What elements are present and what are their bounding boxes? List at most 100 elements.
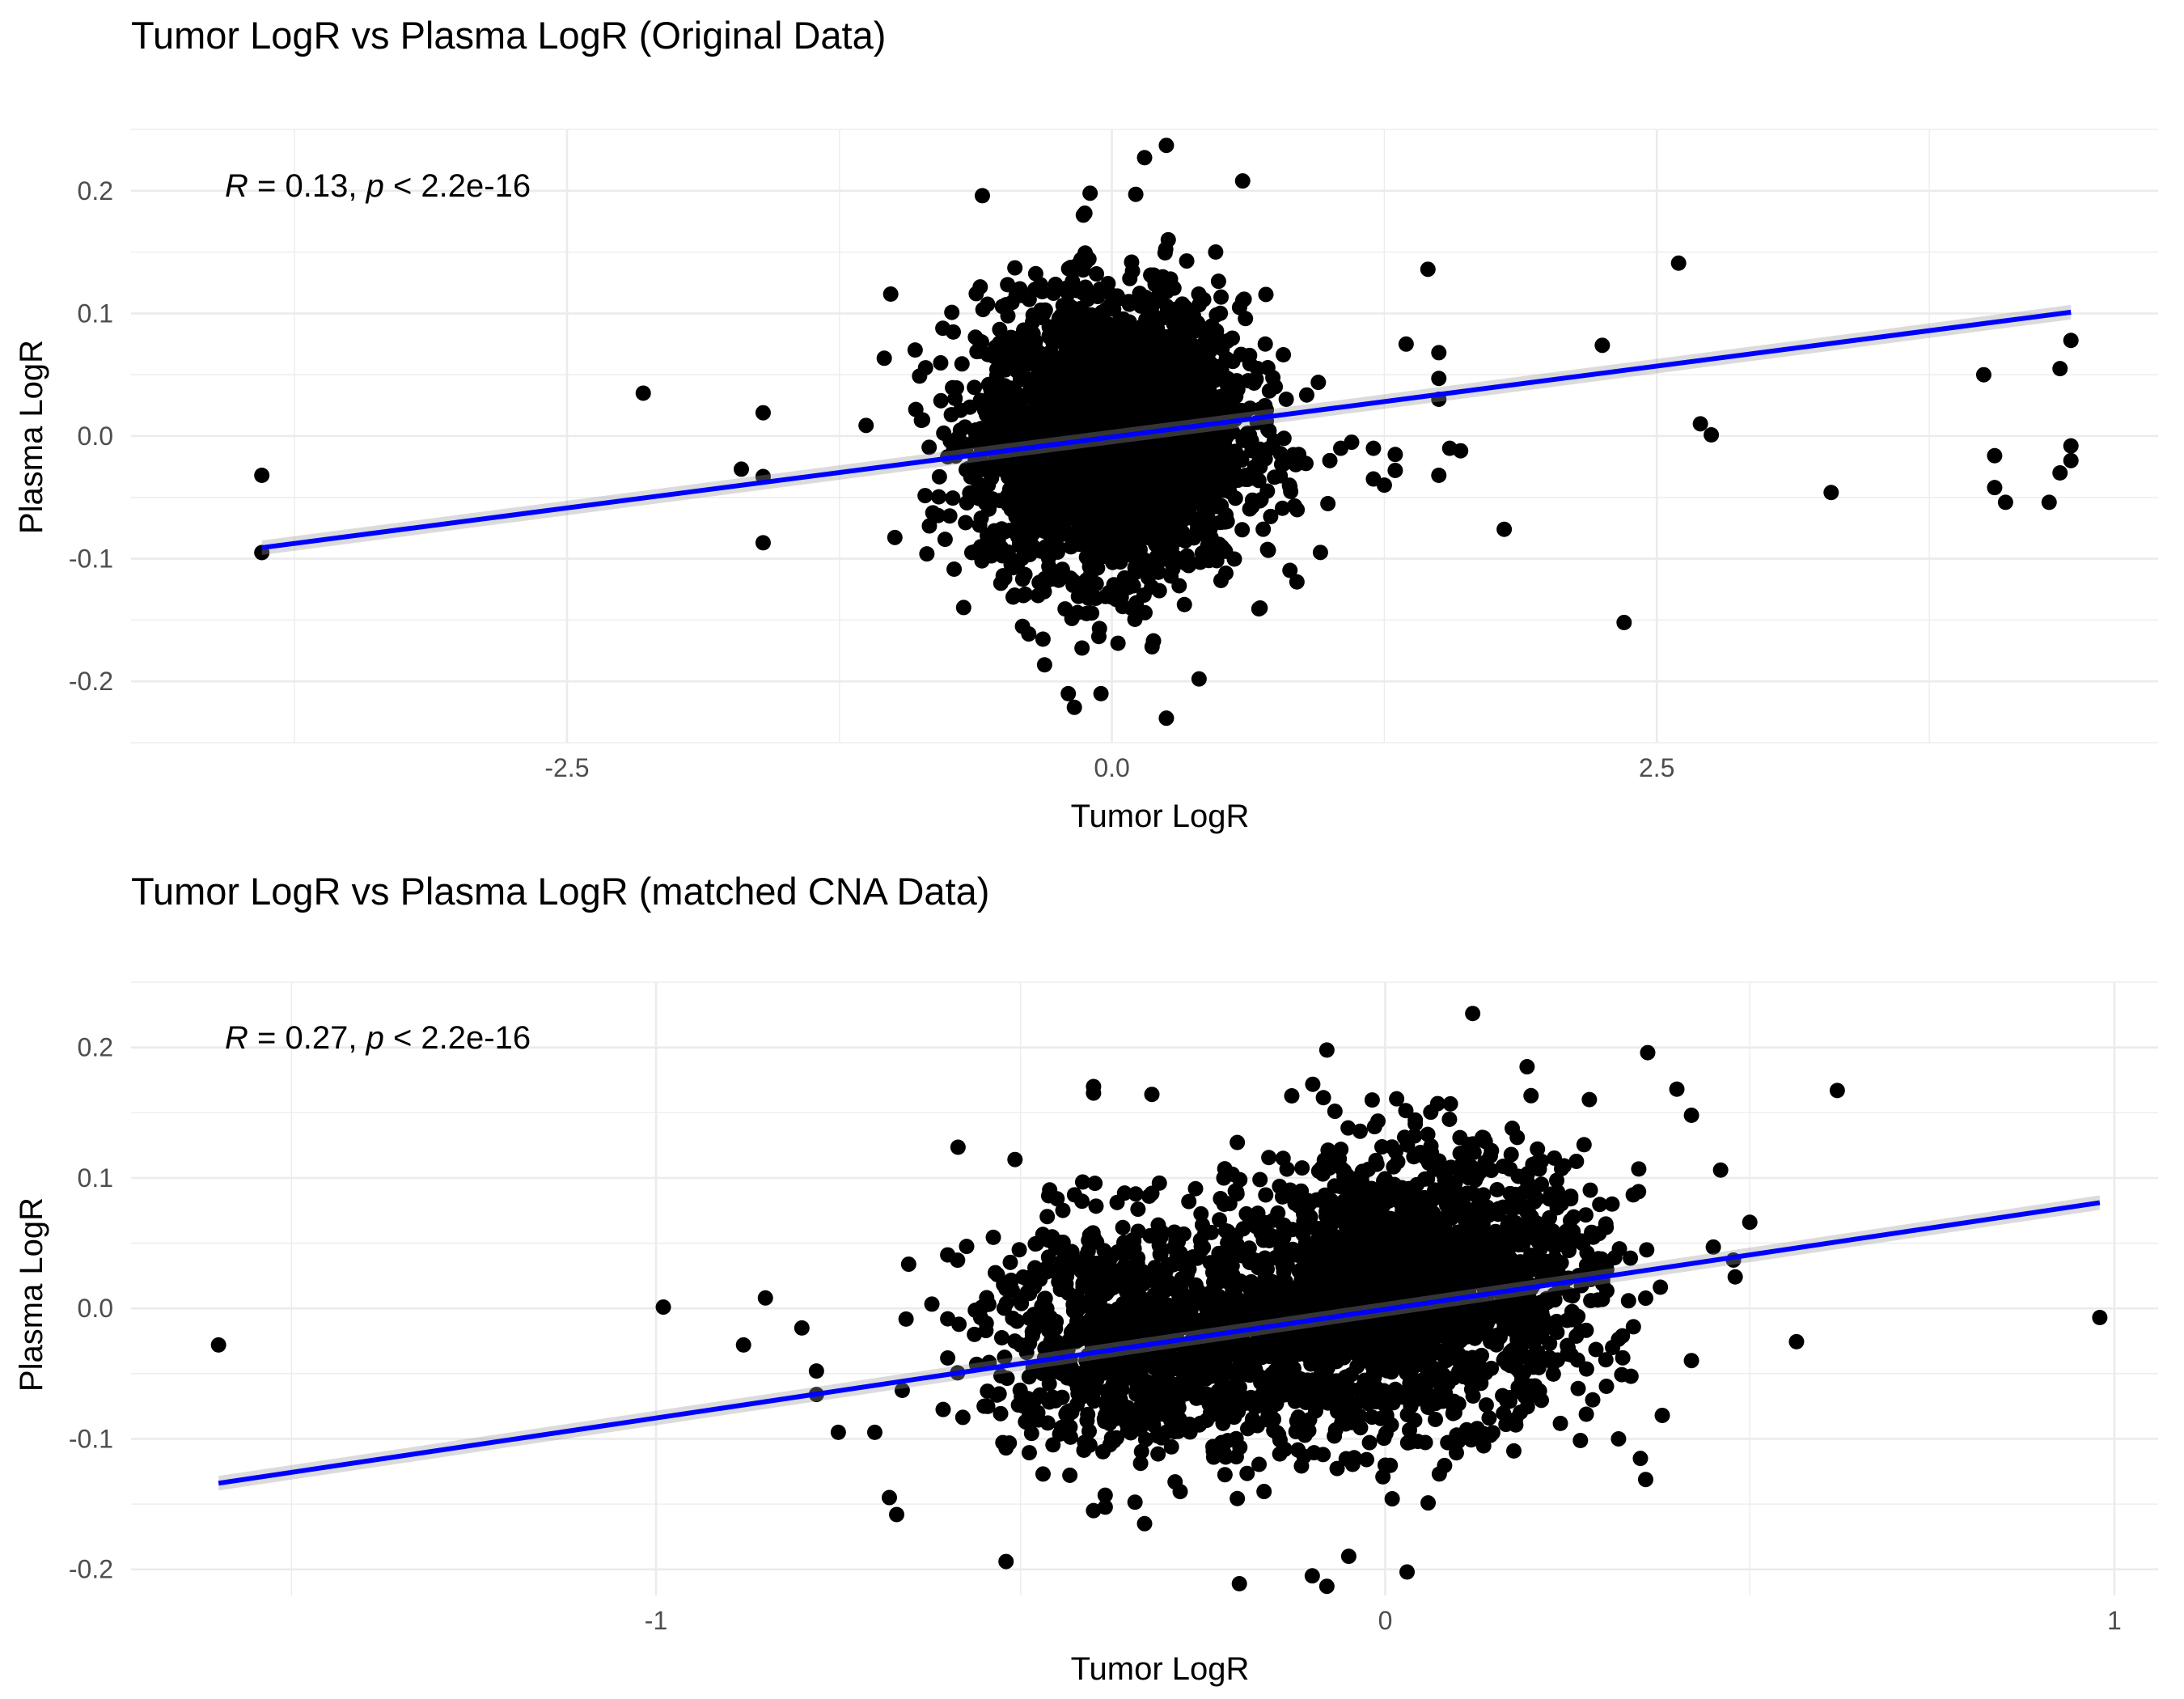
data-point (1014, 571, 1031, 587)
data-point (1213, 539, 1230, 555)
data-point (967, 544, 983, 560)
data-point (1523, 1378, 1539, 1394)
data-point (1003, 385, 1019, 401)
data-point (1389, 1091, 1405, 1107)
data-point (1336, 1193, 1352, 1209)
data-point (1425, 1205, 1441, 1221)
data-point (1575, 1235, 1591, 1252)
data-point (921, 439, 938, 455)
data-point (974, 188, 990, 204)
data-point (1041, 409, 1057, 425)
data-point (1182, 352, 1198, 368)
data-point (1252, 1172, 1268, 1188)
data-point (1431, 468, 1447, 484)
data-point (1387, 462, 1403, 478)
data-point (1282, 1182, 1298, 1198)
y-axis-ticks: -0.2-0.10.00.10.2 (69, 176, 113, 696)
data-point (1036, 523, 1052, 540)
data-point (925, 505, 941, 521)
data-point (931, 489, 947, 505)
data-point (959, 494, 975, 511)
data-point (1116, 337, 1132, 354)
data-point (1234, 173, 1251, 189)
data-point (1443, 1159, 1459, 1176)
data-point (1134, 325, 1150, 341)
data-point (1352, 1123, 1368, 1139)
data-point (1261, 1150, 1277, 1166)
data-point (1333, 440, 1349, 456)
data-point (1252, 600, 1268, 616)
data-point (1258, 286, 1274, 303)
data-point (1090, 560, 1106, 576)
data-point (1110, 635, 1126, 651)
data-point (1260, 542, 1276, 558)
data-point (1069, 282, 1085, 299)
data-point (1615, 1349, 1631, 1366)
data-point (1512, 1364, 1528, 1380)
data-point (985, 425, 1001, 441)
data-point (937, 532, 953, 548)
data-point (1692, 416, 1708, 432)
data-point (1073, 419, 1089, 435)
data-point (1058, 485, 1074, 502)
data-point (1358, 1451, 1374, 1468)
data-point (1087, 523, 1103, 540)
data-point (1121, 294, 1137, 310)
data-point (1496, 1256, 1513, 1273)
data-point (1272, 468, 1289, 484)
data-point (917, 488, 933, 504)
data-point (1038, 574, 1054, 590)
regression-layer (261, 304, 2072, 555)
data-point (1282, 479, 1298, 495)
y-tick-label: -0.1 (69, 544, 113, 574)
data-point (1506, 1443, 1522, 1459)
data-point (1471, 1190, 1488, 1206)
data-point (1528, 1327, 1544, 1343)
data-point (907, 342, 923, 358)
data-point (1329, 1257, 1345, 1273)
data-point (946, 324, 962, 340)
data-point (1570, 1380, 1586, 1396)
data-point (1176, 596, 1192, 612)
data-point (1090, 366, 1106, 382)
data-point (1057, 601, 1073, 617)
data-point (1420, 1171, 1436, 1187)
data-point (1258, 1187, 1274, 1203)
data-point (1209, 432, 1225, 448)
data-point (1159, 535, 1175, 551)
data-point (1265, 370, 1281, 386)
data-point (1121, 400, 1137, 417)
x-axis-ticks: -2.5 0.0 2.5 (544, 753, 1674, 782)
data-point (1053, 328, 1069, 345)
p-value: < 2.2e-16 (393, 168, 531, 204)
data-point (1274, 500, 1290, 516)
data-point (1088, 590, 1104, 606)
data-point (933, 392, 949, 409)
data-point (1469, 1220, 1485, 1236)
data-point (1585, 1392, 1601, 1408)
data-point (1128, 433, 1144, 449)
data-point (1220, 333, 1236, 349)
data-point (1243, 433, 1259, 449)
data-point (1094, 304, 1110, 320)
data-point (1294, 1160, 1310, 1176)
data-point (1431, 371, 1447, 387)
data-point (1270, 1205, 1286, 1221)
data-point (1340, 1120, 1357, 1136)
data-point (1323, 1217, 1340, 1233)
data-point (1027, 265, 1043, 282)
data-point (1085, 547, 1101, 563)
data-point (1006, 587, 1022, 604)
data-point (1489, 1181, 1505, 1197)
data-point (1208, 244, 1224, 261)
data-point (1519, 1059, 1535, 1075)
scatter-series (254, 138, 2079, 727)
data-point (945, 379, 961, 396)
data-point (944, 304, 960, 320)
data-point (1514, 1336, 1530, 1352)
data-point (1082, 185, 1098, 201)
data-point (1129, 445, 1145, 461)
data-point (994, 548, 1010, 564)
data-point (1034, 284, 1050, 300)
data-point (1008, 335, 1024, 351)
